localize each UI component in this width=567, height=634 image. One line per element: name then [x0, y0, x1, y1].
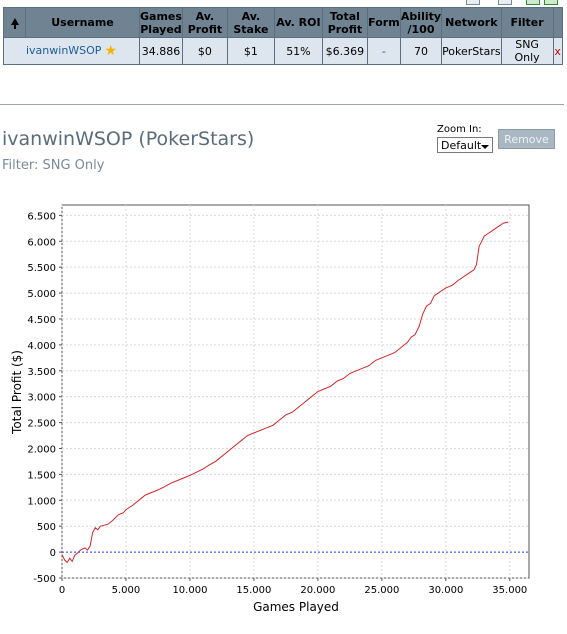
zoom-selected-value: Default [441, 139, 482, 152]
network-cell: PokerStars [441, 37, 502, 65]
y-tick-label: 3.500 [27, 367, 56, 378]
y-tick-label: 4.000 [27, 341, 56, 352]
col-form[interactable]: Form [366, 7, 401, 38]
page-title: ivanwinWSOP (PokerStars) [2, 128, 255, 150]
y-tick-label: 2.000 [27, 444, 56, 455]
y-tick-label: 1.000 [27, 496, 56, 507]
x-tick-label: 30.000 [428, 585, 463, 596]
col-total-profit[interactable]: Total Profit [321, 7, 368, 38]
col-av-roi[interactable]: Av. ROI [273, 7, 323, 38]
y-tick-label: -500 [33, 574, 56, 585]
col-games-played[interactable]: Games Played [139, 7, 183, 38]
sort-arrow-icon[interactable] [3, 7, 26, 38]
x-axis-label: Games Played [253, 600, 339, 614]
x-tick-label: 10.000 [172, 585, 207, 596]
series-line-total-profit [61, 221, 509, 564]
total-profit-cell: $6.369 [321, 37, 368, 65]
reload-icon[interactable] [544, 0, 558, 5]
y-tick-label: 6.500 [27, 211, 56, 222]
ability-cell: 70 [399, 37, 443, 65]
y-tick-label: 4.500 [27, 315, 56, 326]
col-av-profit[interactable]: Av. Profit [181, 7, 228, 38]
export-icon[interactable] [466, 0, 480, 5]
divider [0, 104, 564, 105]
x-tick-label: 20.000 [300, 585, 335, 596]
player-stats-table: Username Games Played Av. Profit Av. Stake … [3, 7, 563, 65]
table-header-row: Username Games Played Av. Profit Av. Stake … [3, 7, 563, 38]
remove-button[interactable]: Remove [498, 129, 555, 149]
y-tick-label: 0 [50, 548, 56, 559]
table-row: ivanwinWSOP ★ 34.886 $0 $1 51% $6.369 - 7… [3, 37, 563, 65]
y-tick-label: 3.000 [27, 393, 56, 404]
star-icon[interactable]: ★ [104, 43, 117, 59]
x-tick-label: 25.000 [364, 585, 399, 596]
plot-area [61, 204, 530, 579]
av-profit-cell: $0 [181, 37, 228, 65]
y-tick-label: 5.000 [27, 289, 56, 300]
remove-row-button[interactable]: x [552, 37, 563, 65]
y-tick-labels: -500 0 500 1.000 1.500 2.000 2.500 3.000 3.500 4.… [27, 211, 62, 585]
games-played-cell: 34.886 [139, 37, 183, 65]
y-tick-label: 2.500 [27, 419, 56, 430]
y-tick-label: 5.500 [27, 263, 56, 274]
filter-label: Filter: SNG Only [2, 158, 105, 173]
av-stake-cell: $1 [226, 37, 275, 65]
x-tick-label: 15.000 [236, 585, 271, 596]
chevron-down-icon [481, 145, 489, 149]
x-tick-labels: 0 5.000 10.000 15.000 20.000 25.000 30.000 35.0… [59, 578, 527, 596]
col-username[interactable]: Username [25, 7, 140, 38]
form-cell: - [366, 37, 401, 65]
zoom-label: Zoom In: [437, 124, 482, 135]
y-tick-label: 6.000 [27, 237, 56, 248]
av-roi-cell: 51% [273, 37, 323, 65]
x-tick-label: 0 [59, 585, 65, 596]
save-icon[interactable] [498, 0, 512, 5]
y-tick-label: 500 [37, 522, 56, 533]
y-axis-label: Total Profit ($) [10, 350, 24, 435]
x-tick-label: 5.000 [112, 585, 141, 596]
x-tick-label: 35.000 [492, 585, 527, 596]
y-tick-label: 1.500 [27, 470, 56, 481]
username-cell[interactable]: ivanwinWSOP ★ [3, 37, 140, 65]
refresh-icon[interactable] [526, 0, 540, 5]
username-link[interactable]: ivanwinWSOP [25, 44, 102, 57]
zoom-select[interactable]: Default [437, 137, 493, 153]
col-filter[interactable]: Filter [500, 7, 554, 38]
